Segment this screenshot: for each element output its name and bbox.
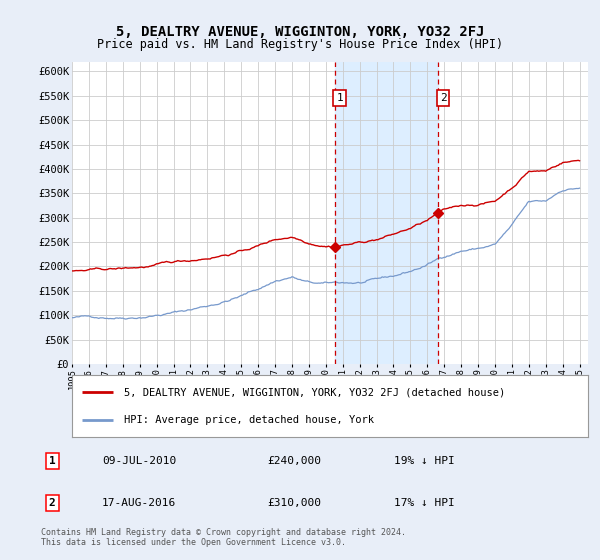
Text: 09-JUL-2010: 09-JUL-2010 — [102, 456, 176, 466]
Text: HPI: Average price, detached house, York: HPI: Average price, detached house, York — [124, 414, 374, 424]
Text: Contains HM Land Registry data © Crown copyright and database right 2024.
This d: Contains HM Land Registry data © Crown c… — [41, 528, 406, 548]
Text: 5, DEALTRY AVENUE, WIGGINTON, YORK, YO32 2FJ: 5, DEALTRY AVENUE, WIGGINTON, YORK, YO32… — [116, 25, 484, 39]
Text: £310,000: £310,000 — [268, 498, 322, 508]
Text: 5, DEALTRY AVENUE, WIGGINTON, YORK, YO32 2FJ (detached house): 5, DEALTRY AVENUE, WIGGINTON, YORK, YO32… — [124, 388, 505, 398]
Text: 1: 1 — [336, 93, 343, 103]
Text: 17% ↓ HPI: 17% ↓ HPI — [394, 498, 455, 508]
Text: 17-AUG-2016: 17-AUG-2016 — [102, 498, 176, 508]
Text: Price paid vs. HM Land Registry's House Price Index (HPI): Price paid vs. HM Land Registry's House … — [97, 38, 503, 51]
Text: 19% ↓ HPI: 19% ↓ HPI — [394, 456, 455, 466]
Text: 1: 1 — [49, 456, 55, 466]
Text: £240,000: £240,000 — [268, 456, 322, 466]
Text: 2: 2 — [49, 498, 55, 508]
Bar — [335, 62, 438, 364]
Text: 2: 2 — [440, 93, 446, 103]
